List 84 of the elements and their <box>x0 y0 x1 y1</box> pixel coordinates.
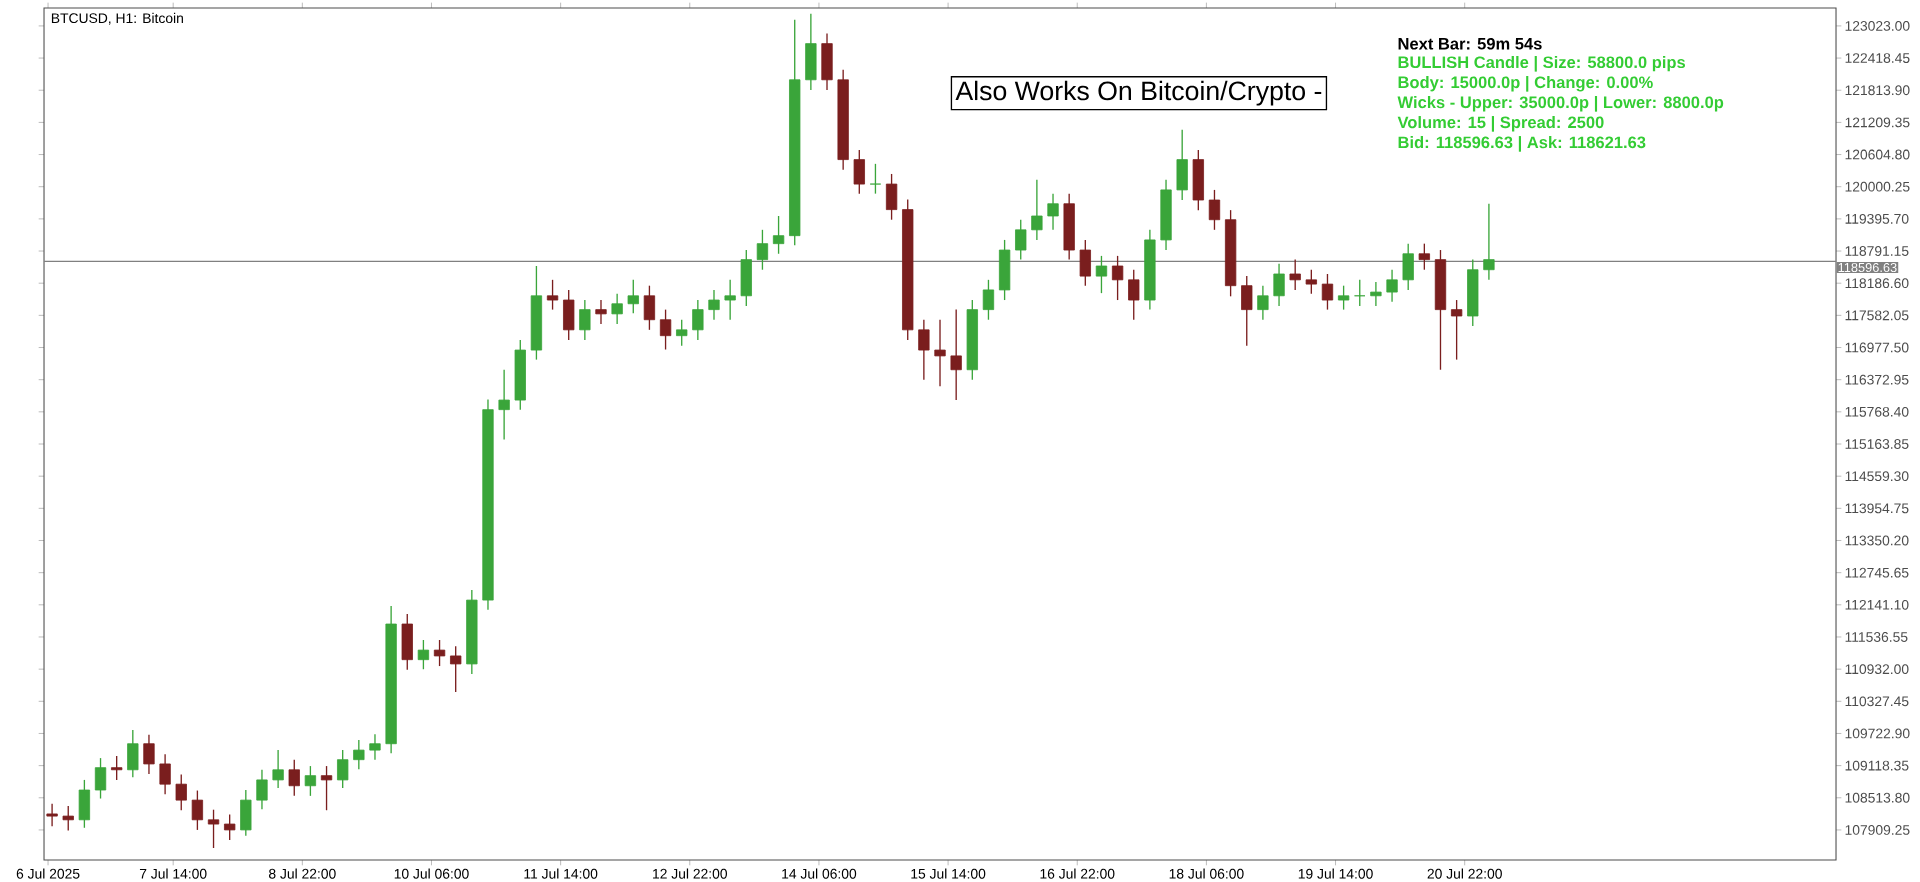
candlestick <box>1257 285 1269 321</box>
candlestick <box>1128 269 1140 321</box>
candlestick <box>304 765 317 797</box>
candlestick <box>595 299 607 325</box>
candlestick <box>191 789 204 831</box>
candlestick <box>450 645 462 693</box>
candlestick <box>240 789 252 837</box>
candlestick <box>288 759 300 797</box>
candlestick <box>1241 275 1253 347</box>
candlestick <box>1047 192 1059 231</box>
candlestick <box>224 813 236 841</box>
candlestick <box>46 803 58 827</box>
candlestick <box>692 299 704 341</box>
annotation: Body: 15000.0p | Change: 0.00% <box>1398 76 1653 92</box>
candlestick <box>111 755 123 781</box>
annotation: Next Bar: 59m 54s <box>1398 37 1542 50</box>
candlestick <box>869 163 882 195</box>
candlestick <box>1467 258 1479 327</box>
candlestick <box>175 773 187 811</box>
candlestick <box>643 285 656 331</box>
candlestick <box>272 749 284 789</box>
candlestick <box>821 32 833 91</box>
candlestick <box>1402 242 1414 291</box>
candlestick <box>1176 129 1188 201</box>
candlestick <box>1354 279 1366 307</box>
candlestick <box>740 249 752 307</box>
candlestick <box>256 769 268 810</box>
candlestick <box>498 369 510 441</box>
candlestick <box>756 229 769 271</box>
candlestick <box>207 809 220 849</box>
candlestick <box>982 279 995 321</box>
candlestick <box>433 639 446 667</box>
candlestick <box>1273 263 1285 307</box>
candlestick <box>417 639 430 670</box>
candlestick <box>337 749 349 789</box>
candlestick <box>1337 285 1350 311</box>
annotation: Wicks - Upper: 35000.0p | Lower: 8800.0p <box>1397 96 1724 112</box>
candlestick <box>143 734 155 775</box>
candlestick <box>1370 281 1382 307</box>
candlestick <box>1192 149 1204 211</box>
candlestick <box>159 753 171 795</box>
candlestick <box>401 613 413 671</box>
candlestick <box>546 279 559 311</box>
candlestick <box>950 308 962 401</box>
annotation: BULLISH Candle | Size: 58800.0 pips <box>1398 55 1686 72</box>
annotation: Volume: 15 | Spread: 2500 <box>1397 116 1604 132</box>
annotation: Also Works On Bitcoin/Crypto - <box>955 80 1322 106</box>
candlestick <box>1450 299 1463 361</box>
candlestick <box>78 779 91 829</box>
candlestick <box>805 13 817 91</box>
candlestick <box>1079 239 1091 287</box>
candlestick <box>1208 189 1221 231</box>
candlestick <box>885 173 898 221</box>
candlestick <box>627 279 639 315</box>
candlestick <box>563 289 575 341</box>
candlestick <box>1321 273 1334 311</box>
candlestick <box>934 319 946 387</box>
candlestick <box>724 279 736 321</box>
candlestick <box>708 289 720 321</box>
annotation: Bid: 118596.63 | Ask: 118621.63 <box>1398 136 1646 152</box>
candlestick <box>676 319 688 347</box>
candlestick <box>998 239 1011 301</box>
candlestick <box>772 215 785 255</box>
candlestick <box>1386 269 1398 303</box>
candlestick <box>659 308 672 351</box>
candlestick <box>1095 255 1108 294</box>
candlestick <box>1418 242 1430 271</box>
candlestick <box>918 319 930 381</box>
candlestick <box>1483 203 1495 281</box>
candlestick <box>1305 269 1317 295</box>
candlestick <box>1031 179 1043 241</box>
candlestick <box>611 292 623 325</box>
candlestick <box>353 739 365 770</box>
candlestick <box>369 733 381 761</box>
candlestick <box>320 765 333 811</box>
candlestick <box>94 757 107 800</box>
candlestick <box>127 729 139 778</box>
candlestick <box>1015 219 1027 261</box>
candlestick <box>1289 258 1301 291</box>
candlestick <box>1063 192 1075 261</box>
candlestick <box>62 805 74 832</box>
candlestick <box>1111 255 1124 301</box>
candlestick <box>579 299 591 341</box>
candlestick <box>853 149 865 195</box>
